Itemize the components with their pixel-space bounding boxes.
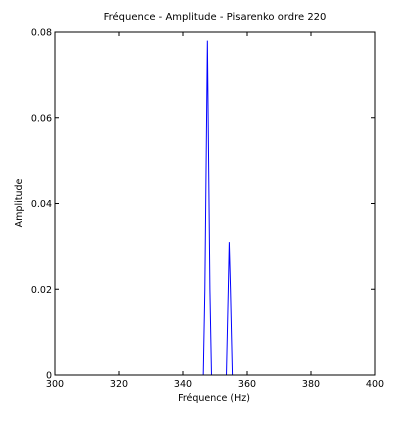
- y-tick-label: 0.06: [31, 113, 52, 124]
- y-tick-label: 0: [46, 371, 52, 382]
- x-axis-label: Fréquence (Hz): [178, 393, 250, 404]
- axis-ticks: 300 320 340 360 380 400 0 0.02 0.04 0.06 0.08: [31, 28, 384, 391]
- plot-area: [55, 40, 375, 376]
- y-tick-label: 0.02: [31, 285, 52, 296]
- plot-frame: [54, 31, 376, 376]
- x-tick-label: 400: [366, 379, 384, 390]
- x-tick-label: 320: [110, 379, 128, 390]
- series-line-0: [55, 40, 375, 376]
- chart-title: Fréquence - Amplitude - Pisarenko ordre …: [104, 11, 327, 23]
- y-tick-label: 0.08: [31, 28, 52, 39]
- x-tick-label: 340: [174, 379, 192, 390]
- y-axis-label: Amplitude: [14, 179, 25, 228]
- x-tick-label: 300: [46, 379, 64, 390]
- x-tick-label: 380: [302, 379, 320, 390]
- y-tick-label: 0.04: [31, 199, 52, 210]
- x-tick-label: 360: [238, 379, 256, 390]
